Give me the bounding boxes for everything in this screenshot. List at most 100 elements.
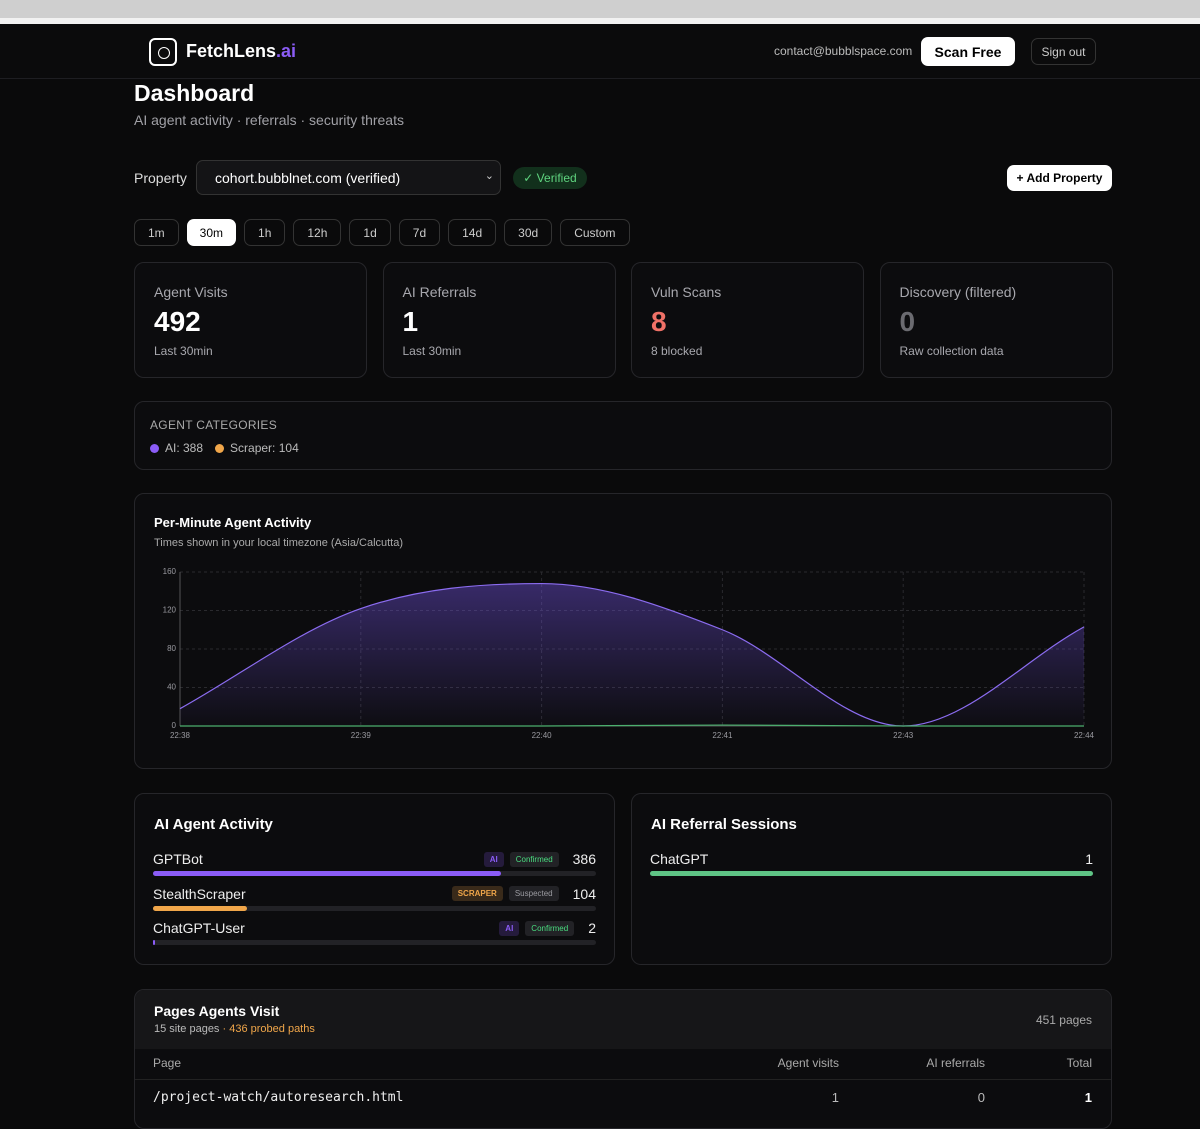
pages-card: Pages Agents Visit 15 site pages · 436 p… [134, 989, 1112, 1129]
property-label: Property [134, 170, 187, 186]
range-button[interactable]: 1h [244, 219, 286, 246]
bar [153, 871, 501, 876]
row-right: 1 [650, 851, 1093, 867]
stat-card: Vuln Scans 8 8 blocked [631, 262, 864, 378]
browser-gap [0, 18, 1200, 24]
agent-status: Confirmed [509, 851, 559, 867]
agent-count: 1 [1085, 851, 1093, 867]
stat-value: 8 [651, 306, 667, 337]
stat-note: 8 blocked [651, 344, 703, 358]
y-tick-label: 160 [163, 567, 177, 576]
chart: 0 40 80 120 160 22:38 22:39 22:40 22:41 22:43 22:4… [163, 567, 1095, 740]
stat-card: Agent Visits 492 Last 30min [134, 262, 367, 378]
chart-subtitle: Times shown in your local timezone (Asia… [154, 537, 404, 549]
categories-title: AGENT CATEGORIES [150, 418, 278, 432]
check: ✓ [523, 171, 537, 185]
bar [153, 905, 247, 911]
range-button[interactable]: 30m [186, 219, 237, 246]
table-divider [135, 1079, 1111, 1080]
add-property-button[interactable]: + Add Property [1007, 165, 1112, 191]
agent-name: StealthScraper [153, 885, 246, 902]
stat-label: Vuln Scans [651, 284, 722, 300]
agent-status: Suspected [508, 886, 559, 901]
email: contact@bubblspace.com [774, 44, 913, 58]
signout-button[interactable]: Sign out [1031, 38, 1096, 65]
pages-title: Pages Agents Visit [154, 1003, 280, 1019]
referral-title: AI Referral Sessions [651, 816, 797, 833]
row-right: AI Confirmed 386 [153, 851, 596, 867]
range-button[interactable]: Custom [560, 219, 630, 246]
property-select[interactable]: cohort.bubblnet.com (verified) ⌄ [196, 160, 501, 195]
agent-name: GPTBot [153, 851, 203, 867]
category-dot [150, 443, 159, 453]
category-label: Scraper: 104 [230, 441, 299, 455]
brand-name: FetchLens [186, 41, 277, 61]
category-item: Scraper: 104 [215, 441, 299, 455]
category-label: AI: 388 [165, 441, 204, 455]
range-button[interactable]: 1d [349, 219, 391, 246]
y-tick-label: 120 [163, 606, 177, 615]
agent-status: Confirmed [525, 920, 575, 936]
separator: · [222, 1023, 227, 1035]
range-buttons: 1m 30m 1h 12h 1d 7d 14d 30d Custom [134, 219, 630, 246]
agent-tag: SCRAPER [451, 886, 503, 901]
range-button[interactable]: 1m [134, 219, 179, 246]
verified-badge: ✓ Verified [513, 167, 587, 189]
table-cell: 1 [1084, 1090, 1092, 1105]
x-tick-label: 22:40 [532, 731, 553, 740]
agent-name: ChatGPT-User [153, 920, 245, 936]
x-tick-label: 22:41 [712, 731, 733, 740]
stat-card: Discovery (filtered) 0 Raw collection data [879, 262, 1113, 378]
column-header: Page [153, 1056, 182, 1070]
logo-icon [149, 38, 177, 66]
scan-button[interactable]: Scan Free [921, 37, 1015, 66]
category-item: AI: 388 [150, 441, 203, 455]
agent-activity-title: AI Agent Activity [154, 816, 273, 833]
category-dot [215, 443, 225, 453]
bar-track [153, 905, 596, 911]
range-button[interactable]: 7d [398, 219, 441, 246]
property-value: cohort.bubblnet.com (verified) [215, 169, 401, 186]
brand[interactable]: FetchLens.ai [186, 41, 296, 62]
browser-bar [0, 0, 1200, 18]
agent-name: ChatGPT [650, 851, 709, 867]
row-right: AI Confirmed 2 [153, 920, 596, 936]
stat-value: 492 [154, 306, 201, 337]
probed-paths: 436 probed paths [229, 1023, 315, 1035]
x-tick-label: 22:38 [170, 731, 191, 740]
pages-header [135, 990, 1111, 1049]
row-right: SCRAPER Suspected 104 [153, 886, 596, 902]
range-button[interactable]: 30d [504, 219, 553, 246]
top-nav [0, 24, 1200, 79]
agent-tag: AI [483, 851, 504, 867]
area-fill [180, 583, 1084, 726]
stat-note: Last 30min [402, 344, 462, 358]
stat-value: 1 [402, 306, 419, 337]
x-tick-label: 22:39 [351, 731, 372, 740]
column-header: AI referrals [926, 1056, 985, 1070]
bar [153, 940, 155, 945]
bar-track [153, 940, 596, 945]
table-cell: 0 [977, 1090, 985, 1105]
series-line [180, 724, 1084, 727]
agent-activity-card: AI Agent Activity [134, 793, 615, 965]
pages-subtitle: 15 site pages · 436 probed paths [154, 1023, 315, 1035]
stat-label: AI Referrals [402, 284, 477, 300]
table-cell: 1 [831, 1090, 839, 1105]
agent-tag: AI [499, 920, 520, 936]
page-subtitle: AI agent activity · referrals · security… [134, 112, 404, 128]
categories-card: AGENT CATEGORIES AI: 388 Scraper: 104 [134, 401, 1112, 470]
agent-count: 386 [572, 851, 596, 867]
categories-list: AI: 388 Scraper: 104 [150, 441, 299, 455]
stat-card: AI Referrals 1 Last 30min [382, 262, 616, 378]
range-button[interactable]: 14d [448, 219, 497, 246]
x-tick-label: 22:43 [893, 731, 914, 740]
range-button[interactable]: 12h [293, 219, 342, 246]
bar [650, 871, 1093, 876]
agent-count: 2 [588, 920, 596, 936]
agent-count: 104 [572, 885, 596, 902]
pages-total: 451 pages [1035, 1013, 1092, 1027]
brand-suffix: .ai [276, 41, 297, 61]
stat-note: Last 30min [154, 344, 213, 358]
